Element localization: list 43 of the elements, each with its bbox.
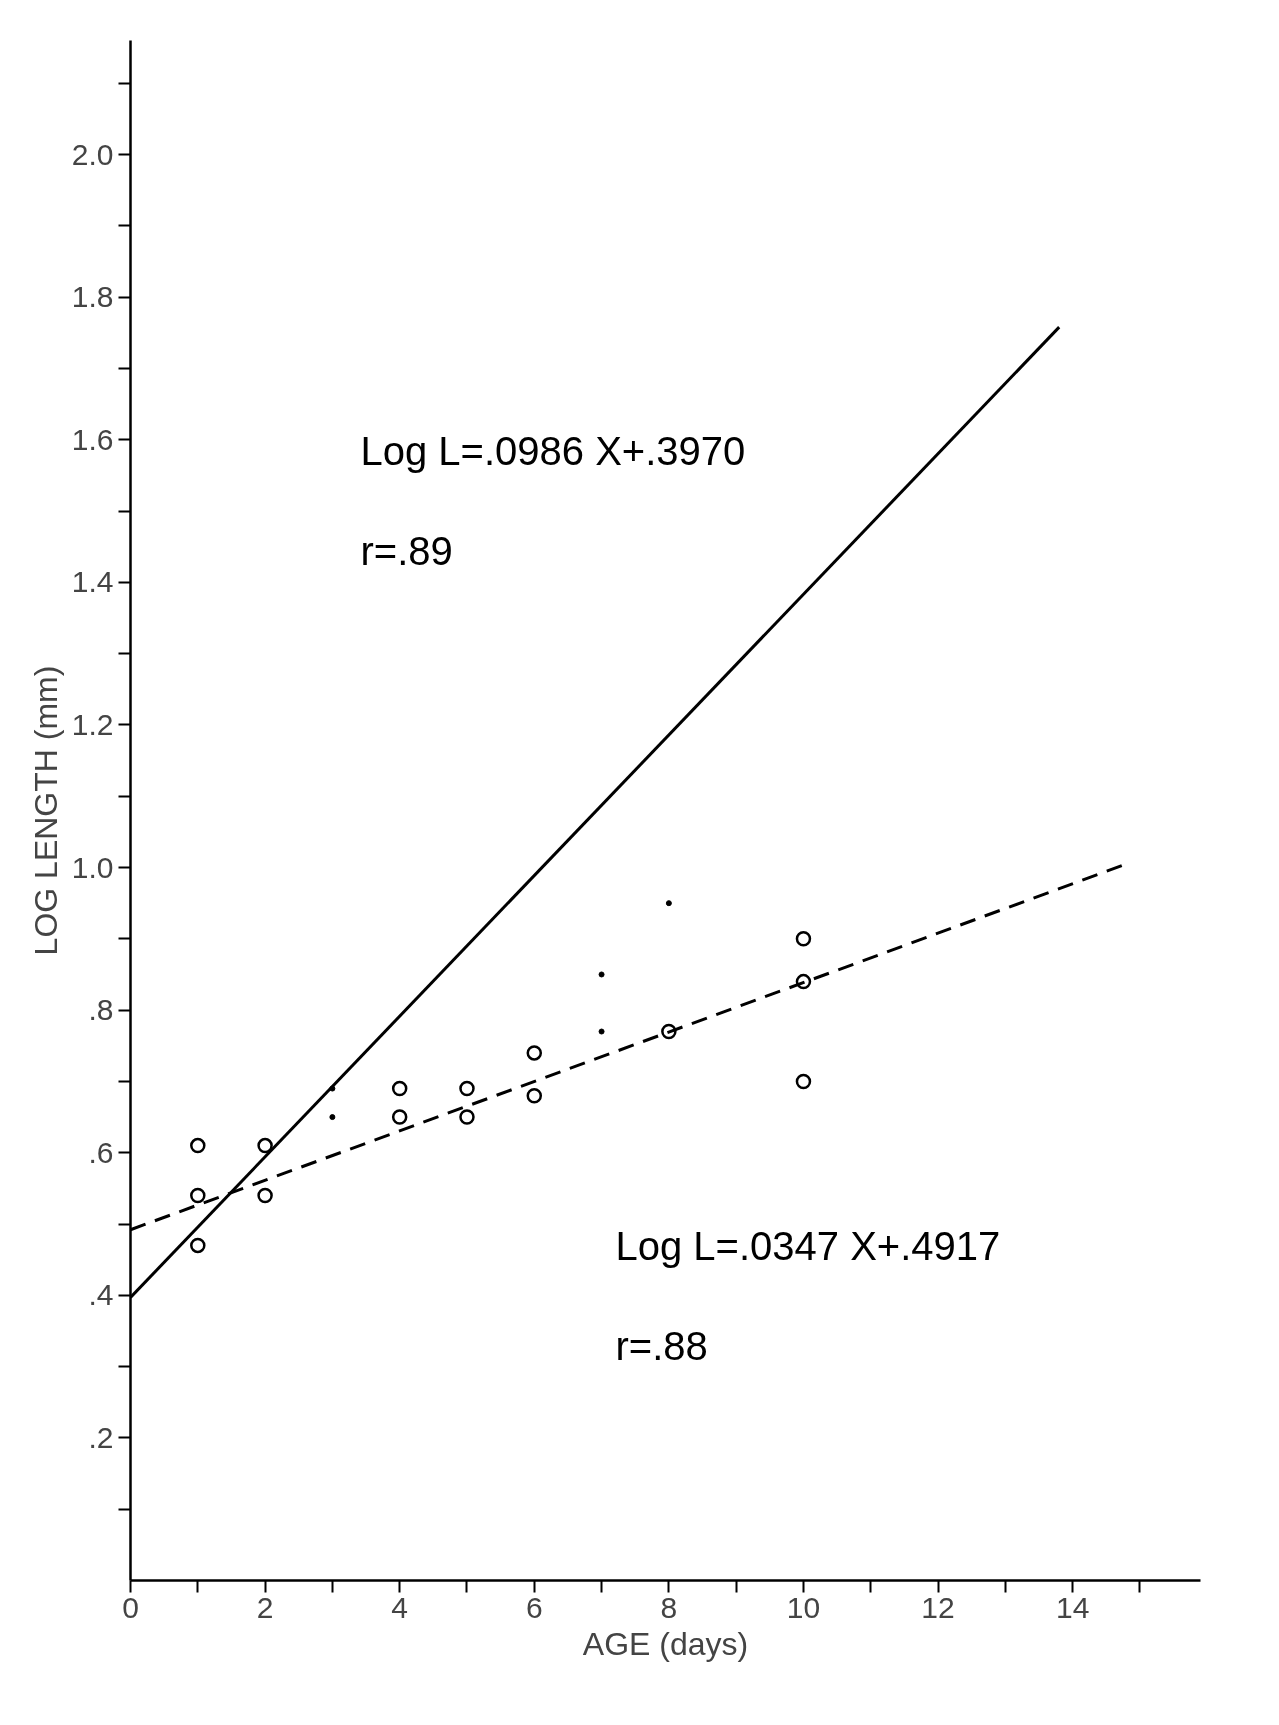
- y-axis-title: LOG LENGTH (mm): [27, 665, 64, 956]
- x-tick-label: 8: [660, 1590, 678, 1624]
- y-tick-label: 1.4: [71, 565, 114, 599]
- y-tick-label: .6: [88, 1135, 114, 1169]
- point: [526, 1045, 543, 1061]
- point: [598, 971, 605, 978]
- annotation: Log L=.0986 X+.3970: [360, 428, 746, 473]
- point: [526, 1087, 543, 1104]
- point: [391, 1109, 408, 1125]
- annotation: r=.89: [360, 528, 453, 573]
- point: [795, 1073, 812, 1090]
- x-tick-label: 12: [921, 1590, 955, 1624]
- x-tick-label: 14: [1055, 1590, 1090, 1624]
- point: [795, 973, 812, 990]
- y-tick-label: 2.0: [71, 137, 114, 171]
- x-tick-label: 0: [122, 1590, 139, 1624]
- point: [190, 1237, 206, 1254]
- point: [190, 1137, 206, 1154]
- y-tick-label: 1.0: [71, 850, 114, 884]
- x-tick-label: 10: [786, 1590, 821, 1624]
- annotation: Log L=.0347 X+.4917: [615, 1223, 1001, 1268]
- point: [661, 1023, 677, 1040]
- point: [190, 1187, 206, 1204]
- x-tick-label: 6: [525, 1590, 543, 1624]
- point: [391, 1080, 408, 1097]
- y-tick-label: .8: [88, 993, 114, 1027]
- point: [257, 1137, 273, 1154]
- annotation: r=.88: [615, 1323, 708, 1368]
- point: [598, 1028, 605, 1035]
- y-tick-label: 1.2: [71, 707, 114, 741]
- point: [795, 931, 812, 947]
- point: [459, 1109, 475, 1125]
- point: [329, 1114, 336, 1121]
- x-axis-title: AGE (days): [582, 1625, 749, 1662]
- point: [459, 1080, 475, 1097]
- y-tick-label: .4: [88, 1278, 114, 1312]
- point: [257, 1187, 273, 1204]
- y-tick-label: 1.8: [71, 280, 114, 314]
- y-tick-label: .2: [88, 1420, 114, 1454]
- point: [665, 900, 672, 907]
- x-tick-label: 4: [391, 1590, 409, 1624]
- x-tick-label: 2: [256, 1590, 274, 1624]
- y-tick-label: 1.6: [71, 422, 114, 456]
